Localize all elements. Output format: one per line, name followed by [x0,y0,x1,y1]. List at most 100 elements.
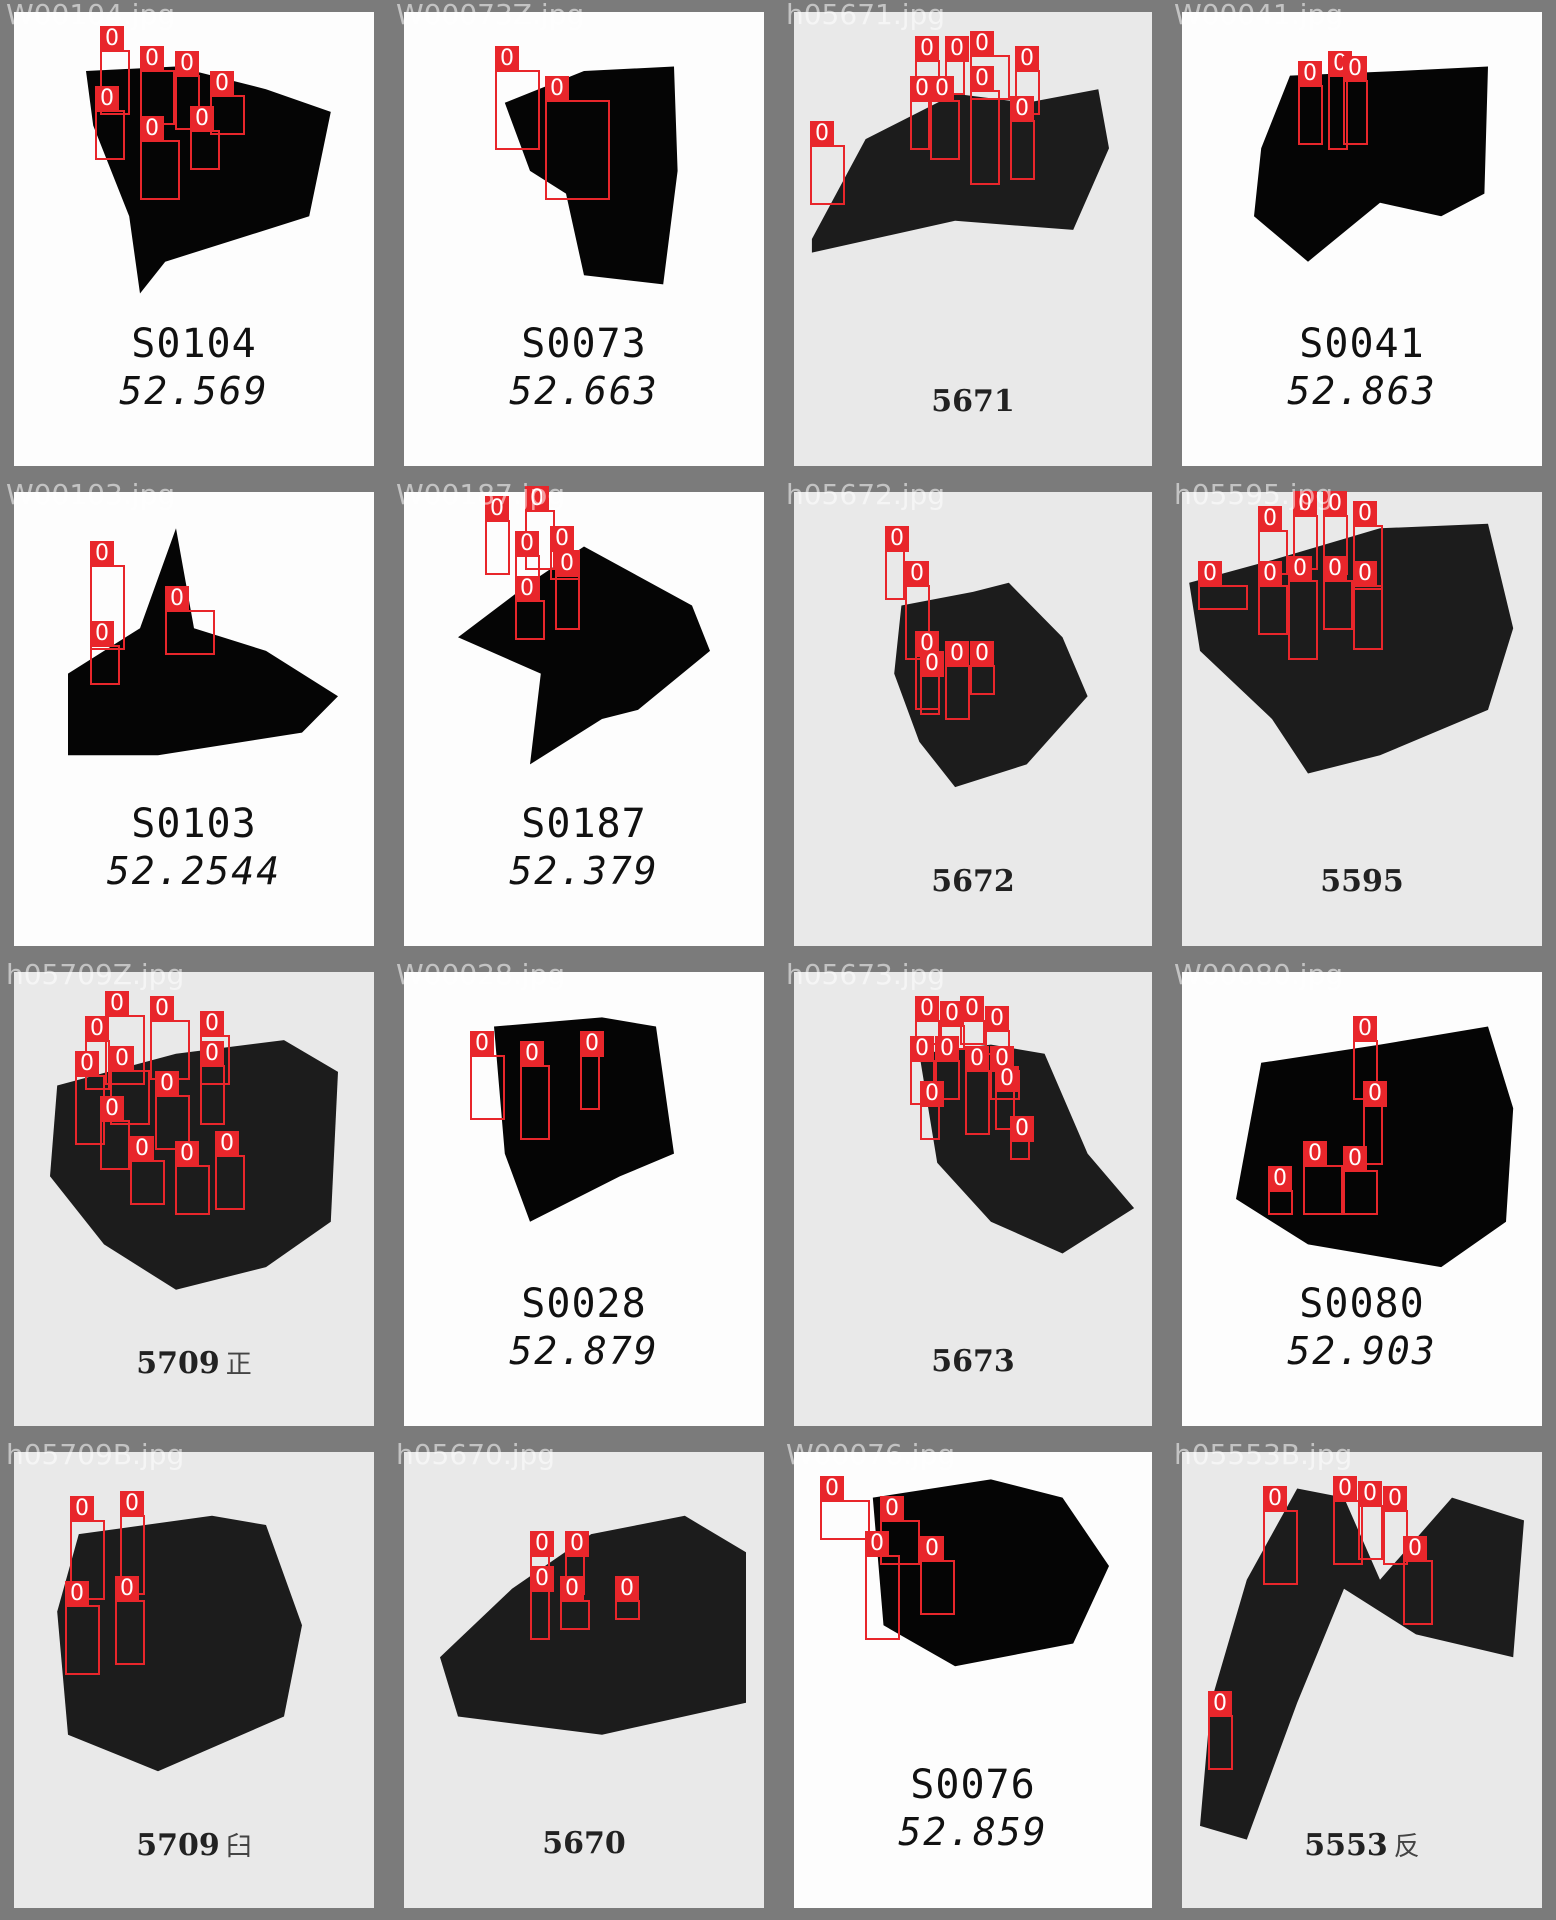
catalog-caption: S0187 52.379 [404,801,764,893]
catalog-caption: S0073 52.663 [404,321,764,413]
bone-fragment-shape [458,546,710,765]
detection-box: 0 [970,641,995,695]
detection-class-label: 0 [865,1531,889,1557]
rubbing-sheet: 0 0 0 0 0 0 0 0 0 5595 [1182,491,1542,946]
bone-fragment-image [1254,66,1488,262]
detection-box: 0 [920,1081,944,1140]
detection-box: 0 [1258,561,1288,635]
rubbing-sheet: 0 0 0 0 0 0 S0187 52.379 [404,486,764,946]
detection-box: 0 [70,1496,105,1600]
detection-box: 0 [130,1136,165,1205]
bone-fragment-image [894,582,1088,788]
detection-box: 0 [1198,561,1248,610]
detection-box: 0 [560,1576,590,1630]
rubbing-sheet: 0 0 0 S0028 52.879 [404,972,764,1426]
detection-class-label: 0 [520,1041,544,1067]
detection-box: 0 [1333,1476,1363,1565]
detection-class-label: 0 [190,106,214,132]
detection-box: 0 [140,46,175,125]
detection-box: 0 [470,1031,505,1120]
rubbing-sheet: 0 0 0 0 0 0 5672 [794,492,1152,946]
detection-class-label: 0 [965,1046,989,1072]
detection-class-label: 0 [1288,556,1312,582]
detection-box: 0 [215,1131,245,1210]
catalog-number: 5673 [931,1344,1015,1380]
detection-box: 0 [1268,1166,1293,1215]
detection-box: 0 [210,71,245,135]
detection-box: 0 [1258,506,1288,575]
detection-class-label: 0 [820,1476,844,1502]
detection-class-label: 0 [1010,1116,1034,1142]
panel-12: 0 0 0 0 0 S0080 52.903 W00080.jpg [1168,960,1556,1438]
bone-fragment-shape [894,582,1088,788]
detection-class-label: 0 [985,1006,1009,1032]
detection-class-label: 0 [970,641,994,667]
detection-class-label: 0 [65,1581,89,1607]
detection-box: 0 [1353,501,1383,590]
detection-box: 0 [1343,56,1368,145]
bone-fragment-shape [494,1017,674,1222]
catalog-caption: 5672 [794,864,1152,899]
detection-box: 0 [110,1046,150,1125]
detection-class-label: 0 [1198,561,1222,587]
caption-side-mark: 反 [1393,1831,1420,1862]
detection-box: 0 [1343,1146,1378,1215]
catalog-number: S0080 [1299,1280,1425,1327]
detection-box: 0 [95,86,125,160]
detection-box: 0 [1353,1016,1378,1100]
rubbing-sheet: 0 0 0 0 0 S0080 52.903 [1182,972,1542,1426]
catalog-caption: S0103 52.2544 [14,801,374,893]
detection-box: 0 [1323,556,1353,630]
detection-box: 0 [910,76,934,150]
bone-fragment-image [1200,1488,1524,1840]
panel-15: 0 0 0 0 S0076 52.859 W00076.jpg [780,1440,1166,1920]
panel-1: 0 0 0 0 0 0 0 S0104 52.569 W00104.jpg [0,0,388,478]
caption-side-mark: 正 [225,1350,252,1381]
bone-fragment-shape [1254,66,1488,262]
detection-class-label: 0 [515,531,539,557]
detection-box: 0 [190,106,220,170]
rubbing-sheet: 0 0 0 0 5709 臼 [14,1452,374,1908]
catalog-number: 5671 [931,384,1015,420]
detection-class-label: 0 [1293,491,1317,517]
detection-box: 0 [1263,1486,1298,1585]
detection-class-label: 0 [945,36,969,62]
detection-class-label: 0 [120,1491,144,1517]
detection-box: 0 [960,996,985,1045]
detection-class-label: 0 [970,31,994,57]
bone-fragment-image [68,528,338,756]
detection-box: 0 [1358,1481,1383,1560]
catalog-caption: 5673 [794,1344,1152,1379]
detection-class-label: 0 [495,46,519,72]
bone-fragment-shape [1236,1026,1514,1268]
detection-box: 0 [1010,96,1035,180]
bone-fragment-shape [68,528,338,756]
detection-class-label: 0 [95,86,119,112]
panel-13: 0 0 0 0 5709 臼 h05709B.jpg [0,1440,388,1920]
bone-fragment-shape [811,89,1109,253]
detection-box: 0 [565,1531,589,1595]
panel-11: 0 0 0 0 0 0 0 0 0 0 0 5673 h05673.jpg [780,960,1166,1438]
catalog-number: S0028 [521,1280,647,1327]
catalog-value: 52.2544 [106,848,282,893]
detection-class-label: 0 [1363,1081,1387,1107]
detection-class-label: 0 [215,1131,239,1157]
detection-class-label: 0 [1258,561,1282,587]
detection-class-label: 0 [920,1081,944,1107]
detection-class-label: 0 [930,76,954,102]
detection-class-label: 0 [1353,561,1377,587]
rubbing-sheet: 0 0 0 S0103 52.2544 [14,492,374,946]
detection-class-label: 0 [560,1576,584,1602]
catalog-number: 5553 [1304,1827,1388,1863]
detection-class-label: 0 [175,1141,199,1167]
detection-box: 0 [545,76,610,200]
detection-box: 0 [995,1066,1019,1130]
bone-fragment-shape [440,1515,746,1735]
detection-class-label: 0 [945,641,969,667]
catalog-number: S0187 [521,800,647,847]
detection-box: 0 [120,1491,145,1595]
detection-class-label: 0 [995,1066,1019,1092]
detection-class-label: 0 [970,66,994,92]
detection-box: 0 [175,1141,210,1215]
catalog-number: 5709 [136,1346,220,1382]
